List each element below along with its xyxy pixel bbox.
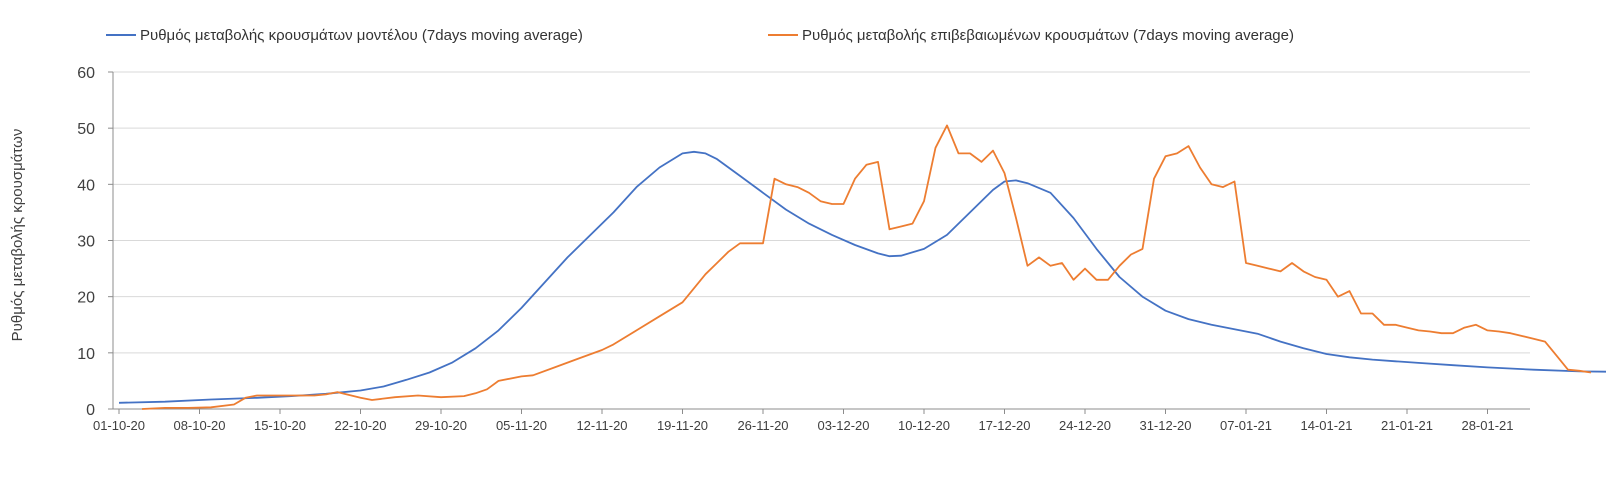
x-tick-label: 31-12-20 <box>1139 418 1191 433</box>
x-tick-label: 10-12-20 <box>898 418 950 433</box>
x-tick-label: 03-12-20 <box>817 418 869 433</box>
series-lines <box>118 124 1606 410</box>
x-tick-label: 14-01-21 <box>1300 418 1352 433</box>
series-line-1 <box>118 150 1606 404</box>
y-tick-label: 30 <box>77 234 95 251</box>
y-tick-label: 60 <box>77 65 95 82</box>
y-tick-label: 50 <box>77 121 95 138</box>
axes: 0 10 20 30 40 50 60 01-10-20 08-10-20 15-10-20 22-… <box>77 65 1530 433</box>
x-tick-label: 08-10-20 <box>173 418 225 433</box>
legend: Ρυθμός μεταβολής κρουσμάτων μοντέλου (7d… <box>106 27 1294 44</box>
x-tick-label: 17-12-20 <box>978 418 1030 433</box>
x-tick-label: 07-01-21 <box>1220 418 1272 433</box>
legend-label-1: Ρυθμός μεταβολής κρουσμάτων μοντέλου (7d… <box>140 27 583 44</box>
x-tick-label: 05-11-20 <box>496 418 547 433</box>
x-tick-label: 26-11-20 <box>737 418 788 433</box>
x-tick-label: 29-10-20 <box>415 418 467 433</box>
y-tick-label: 0 <box>86 402 95 419</box>
x-tick-label: 12-11-20 <box>576 418 627 433</box>
y-tick-label: 20 <box>77 290 95 307</box>
x-tick-label: 28-01-21 <box>1461 418 1513 433</box>
x-tick-label: 19-11-20 <box>657 418 708 433</box>
x-tick-label: 15-10-20 <box>254 418 306 433</box>
gridlines <box>113 71 1530 354</box>
y-tick-label: 10 <box>77 346 95 363</box>
x-tick-label: 21-01-21 <box>1381 418 1433 433</box>
y-axis-title: Ρυθμός μεταβολής κρουσμάτων <box>9 129 26 342</box>
y-tick-label: 40 <box>77 177 95 194</box>
x-tick-label: 01-10-20 <box>93 418 145 433</box>
x-tick-label: 24-12-20 <box>1059 418 1111 433</box>
x-tick-label: 22-10-20 <box>334 418 386 433</box>
series-line-2 <box>141 124 1592 410</box>
legend-label-2: Ρυθμός μεταβολής επιβεβαιωμένων κρουσμάτ… <box>802 27 1294 44</box>
